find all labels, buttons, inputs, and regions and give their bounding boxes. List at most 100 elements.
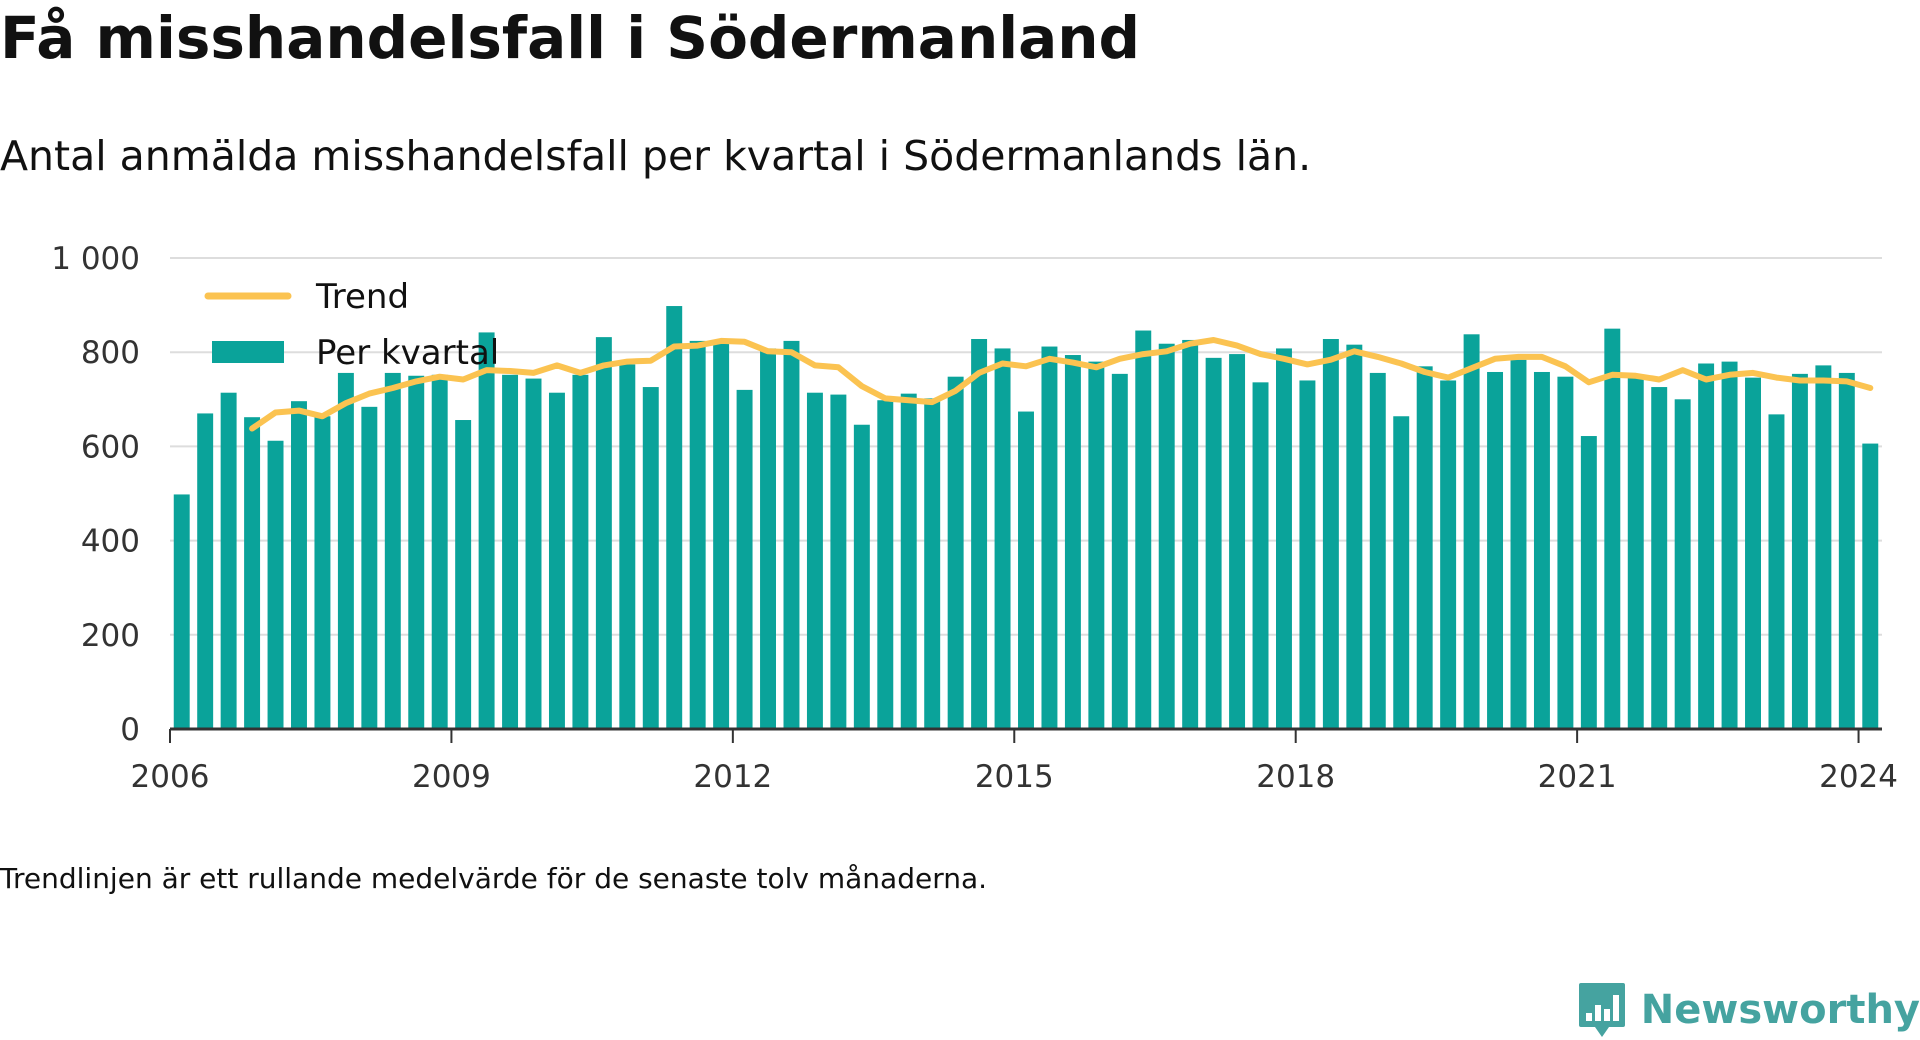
bar bbox=[1275, 348, 1292, 729]
trend-line bbox=[249, 337, 1874, 432]
brand-logo-link[interactable]: Newsworthy bbox=[1577, 978, 1920, 1040]
bar bbox=[1393, 416, 1410, 729]
legend-bar-swatch bbox=[212, 341, 284, 363]
bar bbox=[361, 406, 378, 729]
bar bbox=[666, 306, 683, 729]
bar bbox=[431, 374, 448, 729]
bar bbox=[1862, 443, 1879, 729]
axes: 0 200 400 600 800 1 000 2006 2009 2012 2015 2018 20… bbox=[51, 241, 1898, 795]
bar bbox=[1346, 344, 1363, 729]
bar bbox=[291, 401, 307, 729]
y-tick-label: 0 bbox=[120, 712, 140, 748]
bar bbox=[947, 376, 964, 729]
chart-subtitle: Antal anmälda misshandelsfall per kvarta… bbox=[0, 132, 1312, 180]
bars-series bbox=[173, 306, 1879, 729]
bar bbox=[924, 398, 941, 729]
bar bbox=[994, 348, 1011, 729]
bar bbox=[595, 337, 612, 729]
bar bbox=[384, 372, 401, 729]
x-tick-label: 2021 bbox=[1538, 759, 1617, 795]
y-tick-label: 800 bbox=[81, 335, 140, 371]
bar-chart-speech-bubble-icon bbox=[1578, 983, 1625, 1037]
bar bbox=[1440, 380, 1457, 729]
bar bbox=[1018, 411, 1034, 729]
bar bbox=[220, 392, 237, 729]
brand-name: Newsworthy bbox=[1640, 987, 1920, 1033]
bar bbox=[1088, 361, 1105, 729]
bar bbox=[783, 340, 800, 729]
bar bbox=[244, 417, 261, 729]
bar bbox=[642, 387, 659, 729]
bar bbox=[713, 339, 730, 729]
bar bbox=[1580, 436, 1597, 729]
x-tick-label: 2018 bbox=[1256, 759, 1335, 795]
bar bbox=[1322, 339, 1339, 729]
bar bbox=[1182, 339, 1199, 729]
legend-label: Per kvartal bbox=[316, 333, 499, 373]
bar bbox=[408, 375, 425, 729]
bar bbox=[1627, 374, 1644, 729]
bar bbox=[548, 392, 565, 729]
bar bbox=[1369, 372, 1386, 729]
bar bbox=[1745, 377, 1761, 729]
trend-series bbox=[249, 337, 1874, 432]
bar bbox=[689, 340, 706, 729]
bar bbox=[760, 348, 777, 729]
bar bbox=[1229, 354, 1246, 729]
bar bbox=[1838, 372, 1855, 729]
bar bbox=[1111, 373, 1128, 729]
bar bbox=[736, 389, 753, 729]
bar bbox=[1158, 343, 1175, 729]
bar bbox=[1791, 373, 1808, 729]
bar bbox=[1510, 359, 1527, 729]
bar bbox=[502, 374, 519, 729]
bar bbox=[337, 372, 354, 729]
bar bbox=[806, 392, 823, 729]
legend: Trend Per kvartal bbox=[204, 277, 499, 373]
bar bbox=[1674, 399, 1691, 729]
bar bbox=[1487, 371, 1504, 729]
bar bbox=[853, 424, 870, 729]
bar bbox=[455, 420, 472, 729]
bar bbox=[1299, 380, 1316, 729]
y-tick-label: 200 bbox=[81, 618, 140, 654]
legend-label: Trend bbox=[315, 277, 409, 317]
y-tick-label: 1 000 bbox=[51, 241, 140, 277]
bar bbox=[1604, 328, 1621, 729]
bar bbox=[1135, 330, 1152, 729]
bar bbox=[877, 400, 894, 729]
x-tick-label: 2009 bbox=[412, 759, 491, 795]
bar bbox=[1698, 363, 1715, 729]
x-tick-label: 2024 bbox=[1819, 759, 1898, 795]
x-tick-label: 2012 bbox=[693, 759, 772, 795]
bar bbox=[619, 364, 636, 729]
bar bbox=[314, 416, 331, 729]
bar bbox=[1533, 371, 1550, 729]
y-tick-label: 400 bbox=[81, 524, 140, 560]
bar bbox=[197, 413, 214, 729]
bar bbox=[900, 393, 917, 729]
bar bbox=[1651, 387, 1668, 729]
x-tick-label: 2006 bbox=[131, 759, 210, 795]
bar bbox=[1557, 376, 1574, 729]
bar bbox=[1041, 346, 1058, 729]
bar bbox=[478, 332, 495, 729]
x-tick-label: 2015 bbox=[975, 759, 1054, 795]
bar bbox=[971, 339, 988, 729]
bar bbox=[1815, 365, 1832, 729]
bar bbox=[1768, 414, 1785, 729]
bar bbox=[525, 378, 542, 729]
bar bbox=[1064, 355, 1081, 729]
bar bbox=[173, 494, 190, 729]
bar bbox=[1721, 361, 1738, 729]
y-tick-label: 600 bbox=[81, 429, 140, 465]
bar bbox=[1252, 382, 1269, 729]
bar bbox=[830, 394, 847, 729]
chart-title: Få misshandelsfall i Södermanland bbox=[0, 4, 1141, 72]
bar bbox=[572, 374, 589, 729]
bar bbox=[267, 440, 284, 729]
bar bbox=[1463, 334, 1480, 729]
footnote: Trendlinjen är ett rullande medelvärde f… bbox=[0, 862, 988, 895]
